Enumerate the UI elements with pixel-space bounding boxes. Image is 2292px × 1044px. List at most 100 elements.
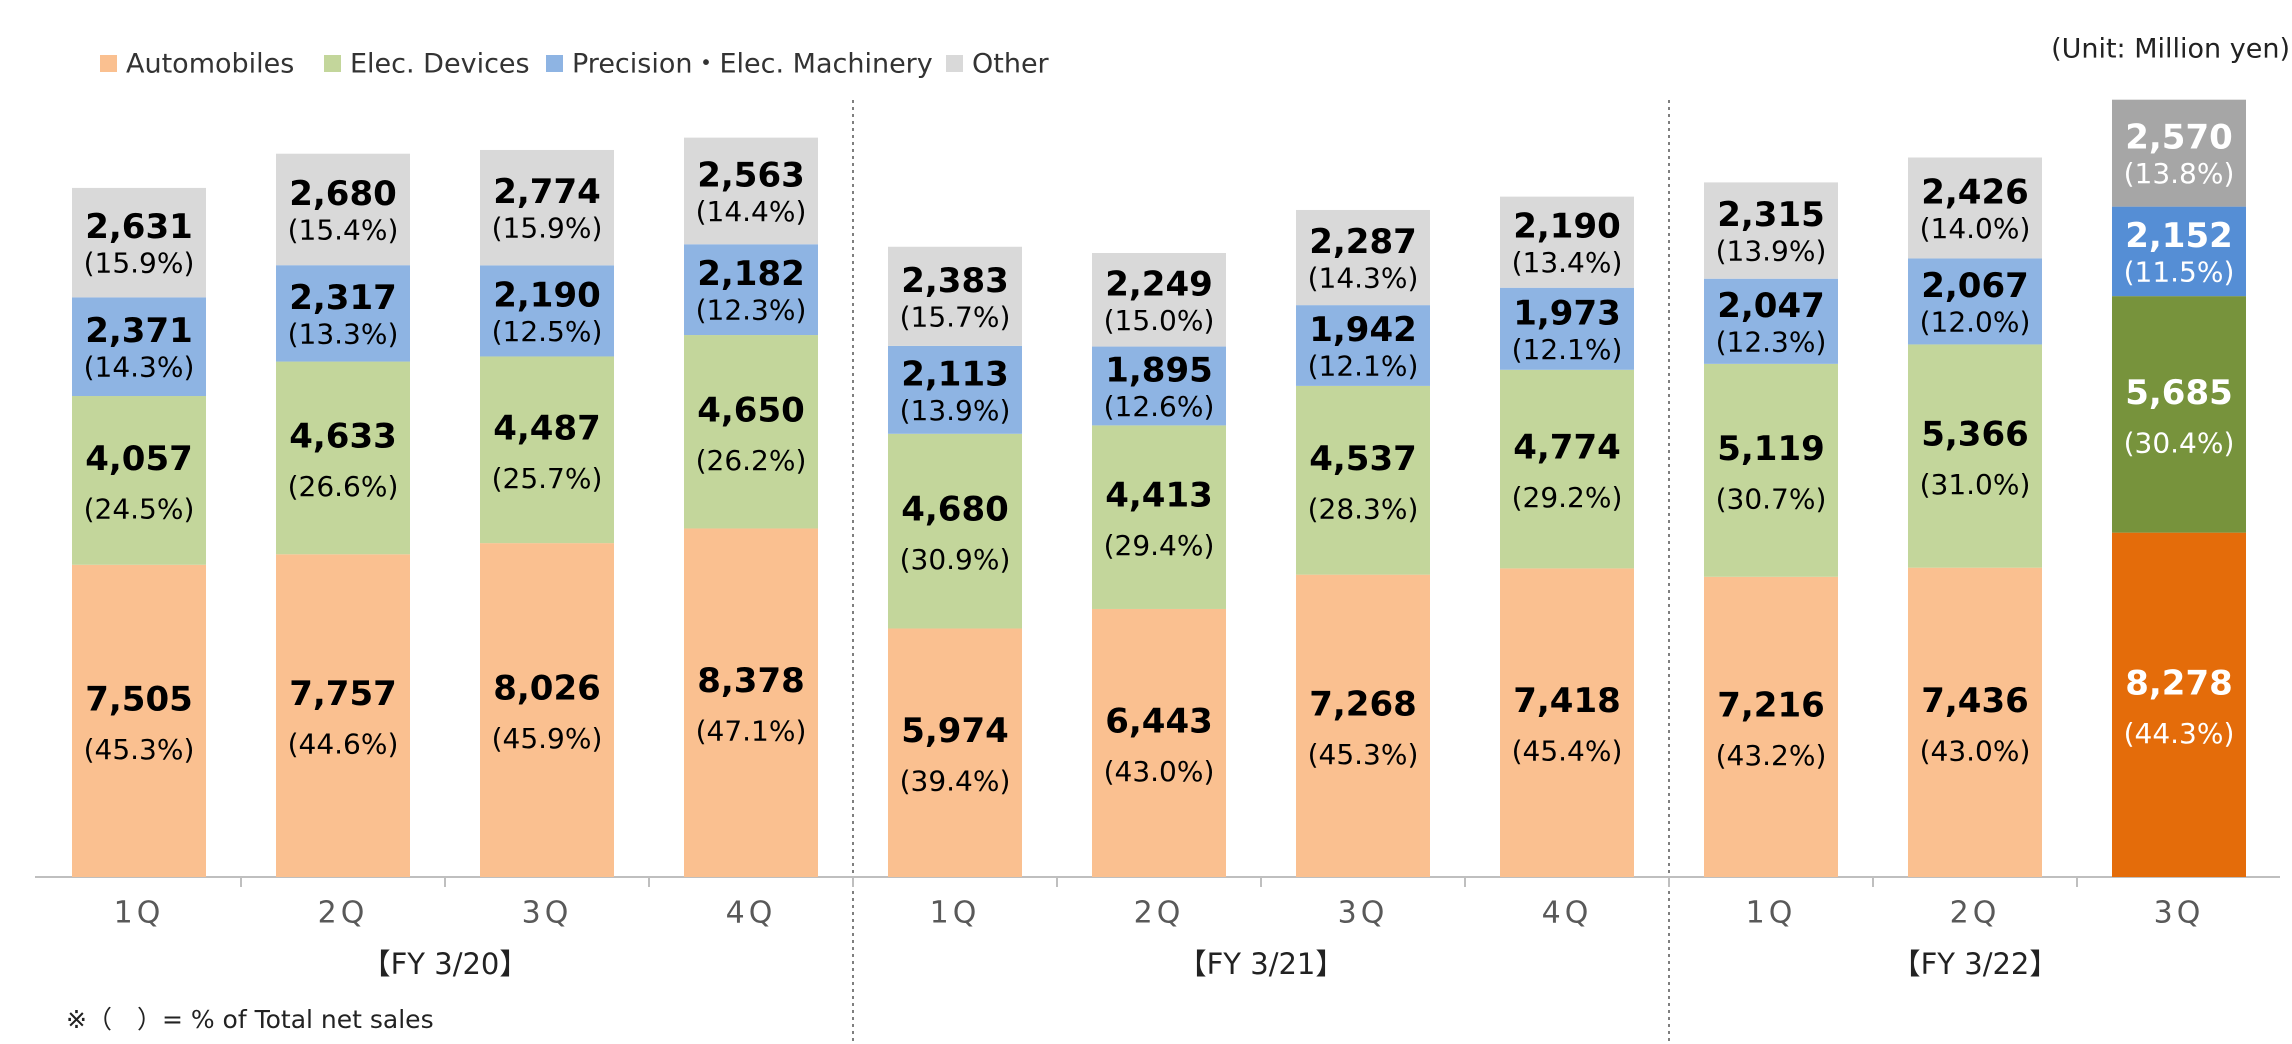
x-tick-label: 2Q <box>1134 896 1185 931</box>
bar-segment <box>1092 346 1226 426</box>
percent-label: (12.3%) <box>1716 325 1827 358</box>
value-label: 2,383 <box>901 261 1009 301</box>
value-label: 4,650 <box>697 390 805 430</box>
percent-label: (15.9%) <box>492 212 603 245</box>
bar-segment <box>72 396 206 565</box>
percent-label: (30.4%) <box>2124 426 2235 459</box>
legend-label: Elec. Devices <box>350 49 530 80</box>
percent-label: (29.4%) <box>1104 529 1215 562</box>
legend-label: Other <box>972 49 1050 80</box>
x-tick-label: 3Q <box>522 896 573 931</box>
bar-segment <box>276 554 410 877</box>
percent-label: (44.6%) <box>288 728 399 761</box>
bar-segment <box>684 528 818 877</box>
value-label: 2,317 <box>289 278 397 318</box>
value-label: 8,378 <box>697 661 805 701</box>
value-label: 5,974 <box>901 711 1009 751</box>
value-label: 2,570 <box>2125 118 2233 158</box>
percent-label: (12.1%) <box>1512 333 1623 366</box>
bar-segment <box>1704 576 1838 877</box>
value-label: 4,413 <box>1105 476 1213 516</box>
percent-label: (47.1%) <box>696 715 807 748</box>
bar-segment <box>1704 278 1838 364</box>
bar-segment <box>888 246 1022 346</box>
percent-label: (12.0%) <box>1920 305 2031 338</box>
bar-segment <box>480 543 614 877</box>
bar-segment <box>276 361 410 555</box>
value-label: 2,113 <box>901 354 1009 394</box>
bar-segment <box>1908 344 2042 568</box>
value-label: 2,371 <box>85 311 193 351</box>
bar-segment <box>2112 99 2246 207</box>
percent-label: (13.9%) <box>900 394 1011 427</box>
legend-swatch <box>546 55 563 72</box>
value-label: 2,680 <box>289 174 397 214</box>
unit-note: (Unit: Million yen) <box>2051 34 2290 65</box>
percent-label: (26.2%) <box>696 444 807 477</box>
legend-swatch <box>324 55 341 72</box>
x-tick-label: 2Q <box>318 896 369 931</box>
x-tick-label: 1Q <box>1746 896 1797 931</box>
percent-label: (12.5%) <box>492 315 603 348</box>
percent-label: (13.4%) <box>1512 246 1623 279</box>
percent-label: (12.1%) <box>1308 350 1419 383</box>
bar-segment <box>684 335 818 529</box>
bar-segment <box>72 564 206 877</box>
bar-segment <box>1908 258 2042 345</box>
value-label: 8,278 <box>2125 663 2233 703</box>
value-label: 4,680 <box>901 490 1009 530</box>
bar-segment <box>684 137 818 245</box>
value-label: 2,774 <box>493 172 601 212</box>
value-label: 4,057 <box>85 439 193 479</box>
bar-segment <box>1704 363 1838 577</box>
percent-label: (29.2%) <box>1512 481 1623 514</box>
value-label: 1,973 <box>1513 293 1621 333</box>
percent-label: (43.2%) <box>1716 739 1827 772</box>
percent-label: (43.0%) <box>1104 755 1215 788</box>
value-label: 7,436 <box>1921 681 2029 721</box>
percent-label: (25.7%) <box>492 462 603 495</box>
bar-segment <box>276 153 410 266</box>
bar-segment <box>1296 385 1430 575</box>
group-label: 【FY 3/20】 <box>362 947 529 981</box>
value-label: 7,757 <box>289 674 397 714</box>
value-label: 5,366 <box>1921 415 2029 455</box>
bar-segment <box>1296 574 1430 877</box>
percent-label: (24.5%) <box>84 492 195 525</box>
bar-segment <box>1500 568 1634 877</box>
bar-segment <box>1908 567 2042 877</box>
value-label: 7,418 <box>1513 681 1621 721</box>
value-label: 2,563 <box>697 155 805 195</box>
value-label: 7,268 <box>1309 684 1417 724</box>
percent-label: (30.9%) <box>900 543 1011 576</box>
bar-segment <box>1092 253 1226 347</box>
percent-label: (13.8%) <box>2124 157 2235 190</box>
bar-segment <box>276 265 410 362</box>
x-tick-label: 1Q <box>930 896 981 931</box>
percent-label: (14.4%) <box>696 195 807 228</box>
value-label: 2,190 <box>1513 207 1621 247</box>
value-label: 2,152 <box>2125 216 2233 256</box>
bar-segment <box>888 628 1022 877</box>
percent-label: (11.5%) <box>2124 255 2235 288</box>
percent-label: (45.3%) <box>1308 738 1419 771</box>
percent-label: (13.9%) <box>1716 235 1827 268</box>
value-label: 1,942 <box>1309 310 1417 350</box>
value-label: 2,631 <box>85 207 193 247</box>
x-tick-label: 4Q <box>726 896 777 931</box>
percent-label: (15.4%) <box>288 213 399 246</box>
value-label: 7,505 <box>85 679 193 719</box>
percent-label: (45.3%) <box>84 733 195 766</box>
group-label: 【FY 3/21】 <box>1178 947 1345 981</box>
percent-label: (45.4%) <box>1512 735 1623 768</box>
bar-segment <box>1704 182 1838 279</box>
percent-label: (14.3%) <box>84 351 195 384</box>
x-tick-label: 3Q <box>1338 896 1389 931</box>
legend-swatch <box>946 55 963 72</box>
value-label: 2,249 <box>1105 264 1213 304</box>
bar-segment <box>1296 305 1430 386</box>
group-label: 【FY 3/22】 <box>1892 947 2059 981</box>
legend-swatch <box>100 55 117 72</box>
percent-label: (45.9%) <box>492 722 603 755</box>
